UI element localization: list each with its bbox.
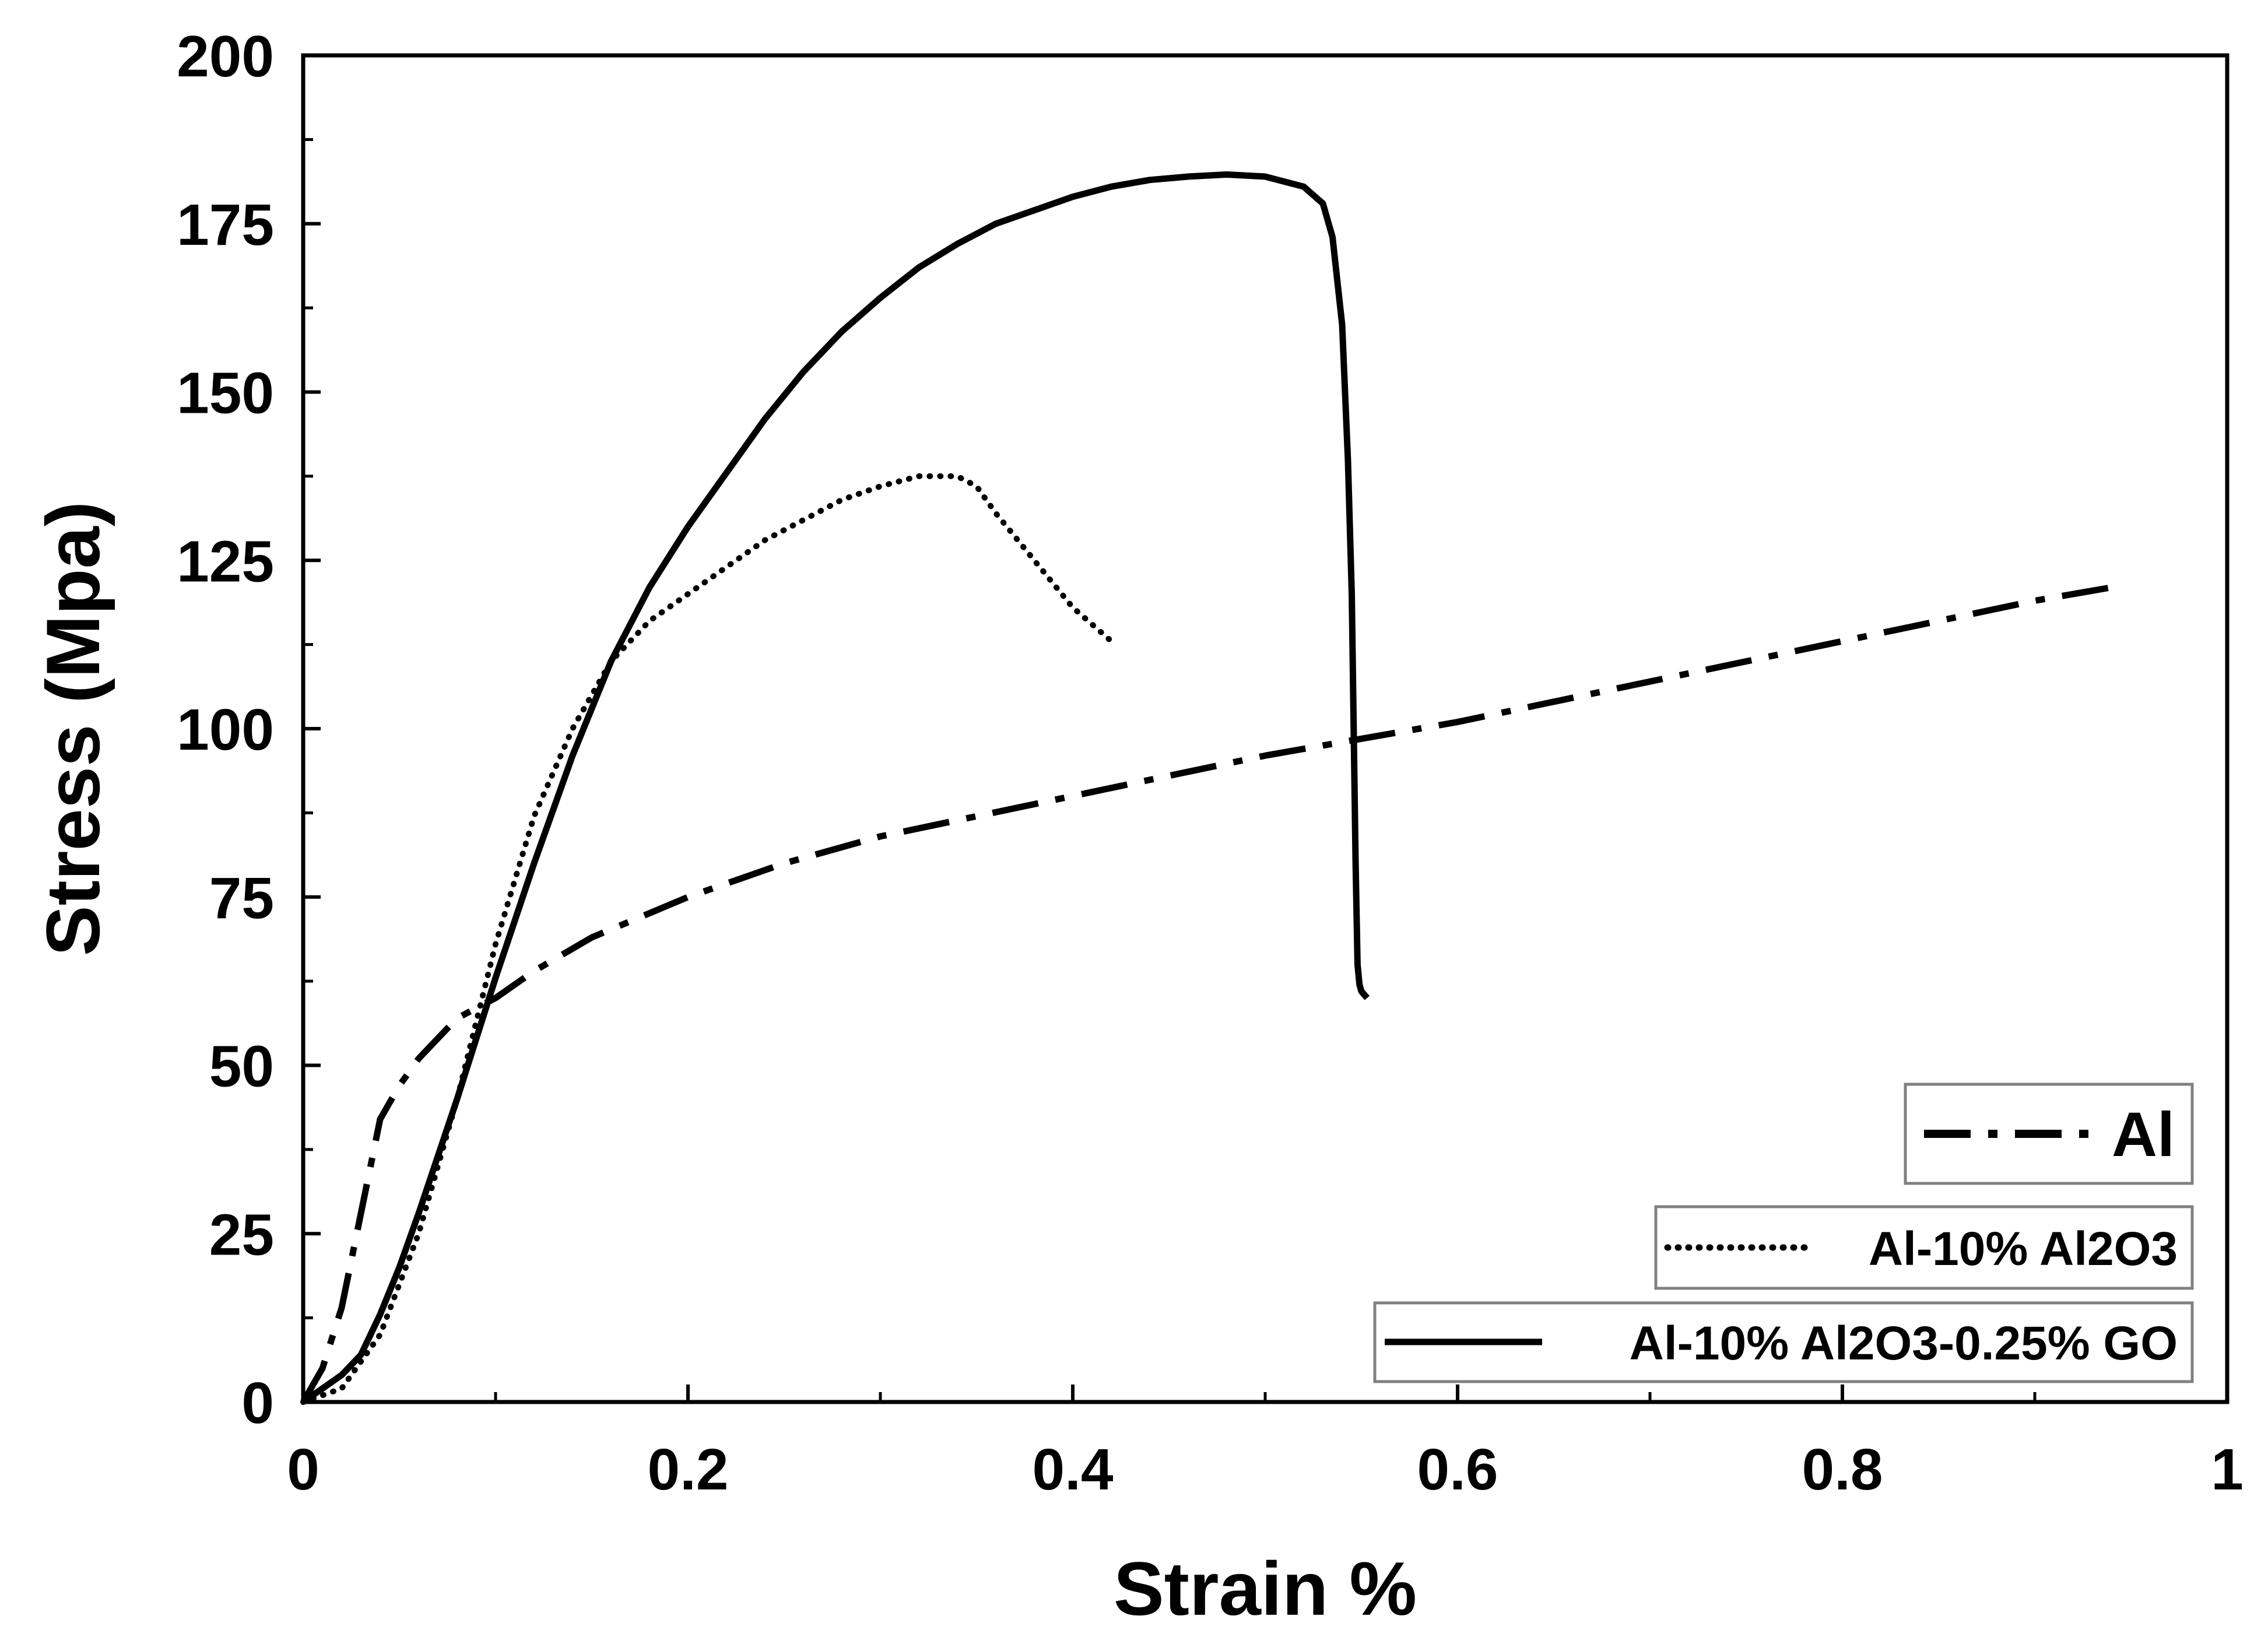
y-tick-label: 50: [209, 1034, 274, 1099]
series-line-al-al2o3-go: [301, 171, 1370, 1405]
y-tick-label: 150: [177, 361, 274, 426]
x-tick-label: 0.4: [1032, 1437, 1113, 1502]
legend-label-al-al2o3: Al-10% Al2O3: [1869, 1222, 2178, 1275]
ticks-layer: 0 0.2 0.4 0.6 0.8 1 0 25 50 75 100 125 150 175 200: [177, 24, 2244, 1502]
legend: Al Al-10% Al2O3 Al-10% Al2O3-0.25% GO: [1373, 1083, 2194, 1383]
legend-label-al: Al: [2112, 1099, 2175, 1169]
x-tick-label: 1: [2211, 1437, 2244, 1502]
x-tick-label: 0.2: [647, 1437, 728, 1502]
series-layer: [300, 171, 2112, 1405]
y-axis-title: Stress (Mpa): [30, 501, 115, 956]
legend-box: [1654, 1205, 2194, 1290]
x-axis-title: Strain %: [1114, 1546, 1417, 1631]
legend-label-al-al2o3-go: Al-10% Al2O3-0.25% GO: [1630, 1317, 2178, 1370]
x-tick-label: 0: [287, 1437, 320, 1502]
legend-entry-al-al2o3: Al-10% Al2O3: [1654, 1205, 2194, 1290]
series-line-al-al2o3: [300, 473, 1114, 1405]
y-tick-label: 0: [241, 1371, 274, 1436]
legend-entry-al: Al: [1904, 1083, 2194, 1185]
x-tick-label: 0.8: [1802, 1437, 1883, 1502]
plot-frame: [301, 53, 2230, 1404]
y-tick-label: 125: [177, 529, 274, 594]
x-tick-label: 0.6: [1417, 1437, 1498, 1502]
y-tick-label: 75: [209, 866, 274, 931]
legend-entry-al-al2o3-go: Al-10% Al2O3-0.25% GO: [1373, 1301, 2194, 1383]
y-tick-label: 100: [177, 697, 274, 762]
y-tick-label: 175: [177, 192, 274, 258]
y-tick-label: 200: [177, 24, 274, 89]
y-tick-label: 25: [209, 1202, 274, 1267]
series-line-al: [300, 584, 2112, 1404]
